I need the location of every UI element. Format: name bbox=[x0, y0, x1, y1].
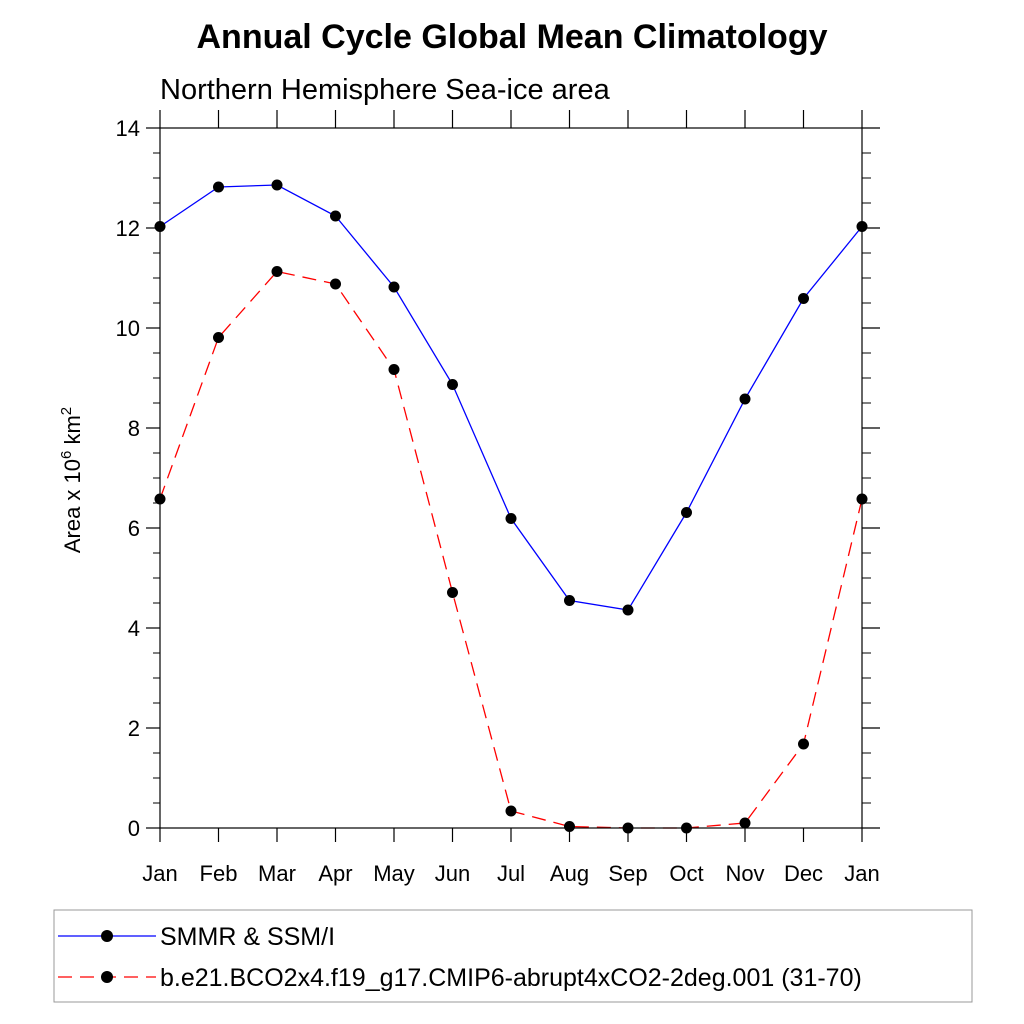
series-0-point bbox=[505, 513, 517, 524]
series-0-point bbox=[271, 179, 283, 191]
chart-title: Annual Cycle Global Mean Climatology bbox=[197, 18, 828, 56]
y-tick-label: 14 bbox=[116, 116, 140, 141]
x-tick-label: May bbox=[373, 861, 415, 886]
y-tick-label: 8 bbox=[128, 416, 140, 441]
legend-box bbox=[53, 909, 973, 1003]
y-axis-label: Area x 106 km2 bbox=[58, 407, 85, 553]
series-0-point bbox=[330, 210, 341, 222]
series-1-point bbox=[739, 817, 751, 829]
y-tick-label: 6 bbox=[128, 516, 140, 541]
y-tick-label: 4 bbox=[128, 616, 140, 641]
x-tick-label: Jan bbox=[844, 861, 879, 886]
series-line-1 bbox=[159, 270, 863, 829]
y-axis-label-text: Area x 10 bbox=[60, 459, 85, 553]
chart-subtitle: Northern Hemisphere Sea-ice area bbox=[160, 74, 611, 106]
series-0-point bbox=[564, 595, 575, 606]
y-tick-label: 10 bbox=[116, 316, 140, 341]
x-tick-label: Jan bbox=[142, 861, 177, 886]
legend-label-model: b.e21.BCO2x4.f19_g17.CMIP6-abrupt4xCO2-2… bbox=[160, 964, 862, 992]
legend-label-smmr: SMMR & SSM/I bbox=[160, 923, 335, 951]
series-0-point bbox=[447, 379, 458, 390]
y-tick-label: 2 bbox=[128, 716, 140, 741]
series-1-point bbox=[213, 332, 224, 343]
y-axis-label-unit: km bbox=[60, 415, 85, 450]
x-tick-label: Mar bbox=[258, 861, 296, 886]
series-0-point bbox=[798, 293, 809, 304]
axis-ticks bbox=[146, 110, 880, 842]
series-layer bbox=[154, 179, 868, 834]
series-1-point bbox=[330, 278, 341, 290]
x-tick-label: Jun bbox=[435, 861, 470, 886]
y-axis-tick-labels: 0 2 4 6 8 10 12 14 bbox=[116, 116, 140, 841]
series-0-point bbox=[213, 181, 224, 193]
series-0-point bbox=[681, 507, 692, 518]
legend-marker-model bbox=[101, 971, 113, 983]
x-tick-label: Aug bbox=[550, 861, 589, 886]
series-1-point bbox=[271, 266, 283, 277]
x-tick-label: Nov bbox=[725, 861, 764, 886]
legend: SMMR & SSM/I b.e21.BCO2x4.f19_g17.CMIP6-… bbox=[53, 909, 973, 1003]
y-axis-label-unit-exponent: 2 bbox=[58, 407, 75, 415]
x-tick-label: Oct bbox=[669, 861, 703, 886]
series-1-point bbox=[564, 821, 575, 832]
x-tick-label: Dec bbox=[784, 861, 823, 886]
y-axis-label-exponent: 6 bbox=[58, 451, 75, 459]
x-tick-label: Sep bbox=[608, 861, 647, 886]
series-1-point bbox=[505, 805, 517, 817]
series-0-point bbox=[622, 604, 634, 616]
legend-marker-smmr bbox=[101, 930, 113, 942]
y-tick-label: 0 bbox=[128, 816, 140, 841]
series-0-point bbox=[739, 393, 751, 405]
x-tick-label: Feb bbox=[200, 861, 238, 886]
series-1-point bbox=[447, 587, 458, 598]
x-tick-label: Jul bbox=[497, 861, 525, 886]
x-axis-tick-labels: Jan Feb Mar Apr May Jun Jul Aug Sep Oct Nov Dec Jan bbox=[142, 861, 879, 886]
y-tick-label: 12 bbox=[116, 216, 140, 241]
series-0-point bbox=[388, 281, 400, 293]
x-tick-label: Apr bbox=[318, 861, 352, 886]
plot-frame bbox=[159, 127, 863, 829]
series-1-point bbox=[798, 738, 809, 750]
series-1-point bbox=[388, 364, 400, 375]
series-line-0 bbox=[159, 184, 863, 611]
